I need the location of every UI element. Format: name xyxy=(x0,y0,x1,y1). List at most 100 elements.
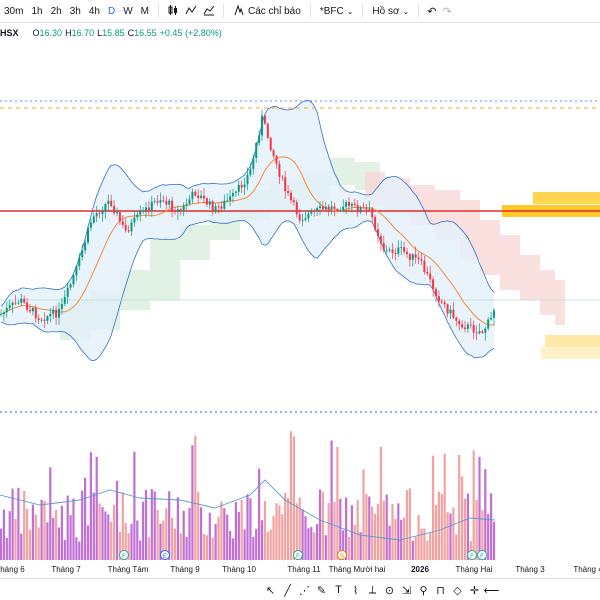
candle xyxy=(211,199,214,216)
candle xyxy=(359,205,362,214)
volume-bar xyxy=(136,520,139,560)
event-marker-letter: F xyxy=(470,554,474,560)
candle xyxy=(63,290,66,307)
volume-bar xyxy=(330,440,333,560)
timeframe-4h[interactable]: 4h xyxy=(88,5,100,17)
volume-bar xyxy=(307,528,310,560)
volume-bar xyxy=(34,514,37,560)
candle xyxy=(426,266,429,276)
candle xyxy=(217,203,220,214)
volume-bar xyxy=(156,509,159,560)
timeframe-d[interactable]: D xyxy=(107,5,116,17)
volume-bar xyxy=(417,515,420,560)
volume-bar xyxy=(171,517,174,560)
candle xyxy=(377,223,379,243)
candle xyxy=(179,207,182,216)
candle xyxy=(116,207,118,217)
close-value: C16.55 xyxy=(127,28,157,38)
volume-bar xyxy=(217,516,220,560)
undo-icon[interactable]: ↶ xyxy=(427,5,437,18)
candle xyxy=(472,320,475,340)
candle xyxy=(34,304,37,323)
cloud-segment xyxy=(555,280,565,325)
brush-icon[interactable]: ✎ xyxy=(316,584,327,597)
candle xyxy=(295,199,298,218)
timeframe-w[interactable]: W xyxy=(123,5,133,17)
compare-label: *BFC xyxy=(319,5,344,17)
timeframe-3h[interactable]: 3h xyxy=(69,5,81,17)
candle xyxy=(205,197,208,208)
compare-dropdown[interactable]: *BFC ⌄ xyxy=(316,6,358,17)
pattern-icon[interactable]: ⌇ xyxy=(352,584,359,597)
volume-bar xyxy=(229,530,232,560)
symbol-exchange[interactable]: HSX xyxy=(0,28,19,38)
event-marker-dividend[interactable]: F xyxy=(467,550,477,561)
volume-bar xyxy=(327,502,330,560)
time-axis-label: 2026 xyxy=(411,565,429,574)
volume-bar xyxy=(411,540,414,560)
candle xyxy=(487,316,490,331)
timeframe-30m[interactable]: 30m xyxy=(4,5,24,17)
demand-zone[interactable] xyxy=(545,335,600,347)
candle xyxy=(379,233,382,251)
event-marker-dividend[interactable]: F xyxy=(293,550,303,561)
candle xyxy=(72,272,75,288)
volume-bar xyxy=(391,503,394,560)
cross-icon[interactable]: ✛ xyxy=(469,584,480,597)
candle xyxy=(162,195,165,203)
trendline-icon[interactable]: ╱ xyxy=(284,584,291,597)
candle xyxy=(327,204,330,217)
profile-dropdown[interactable]: Hồ sơ ⌄ xyxy=(368,6,413,17)
low-value: L15.85 xyxy=(97,28,125,38)
volume-bar xyxy=(252,536,255,560)
volume-bar xyxy=(353,524,356,560)
volume-bar xyxy=(139,540,142,560)
measure-icon[interactable]: ⇲ xyxy=(401,584,412,597)
volume-bar xyxy=(443,453,446,560)
volume-bar xyxy=(376,503,380,560)
volume-bar xyxy=(379,446,382,560)
volume-bar xyxy=(452,507,455,560)
candle xyxy=(475,325,478,341)
candle-type-icon[interactable] xyxy=(164,4,182,19)
event-marker-earnings[interactable]: E xyxy=(160,550,170,561)
candle xyxy=(400,240,403,255)
toolbar-divider xyxy=(309,4,311,18)
ruler-icon[interactable]: ⟂ xyxy=(368,583,377,596)
volume-bar xyxy=(246,494,249,560)
moving-average xyxy=(0,156,495,326)
text-icon[interactable]: T xyxy=(335,584,342,596)
hide-icon[interactable]: ◇ xyxy=(453,584,462,597)
event-marker-split[interactable]: S xyxy=(337,550,347,561)
candle xyxy=(107,194,110,211)
area-type-icon[interactable] xyxy=(200,4,218,19)
undo-icon[interactable]: ⟵ xyxy=(483,584,500,597)
supply-zone[interactable] xyxy=(533,192,600,204)
fib-icon[interactable]: ⋰ xyxy=(299,584,310,597)
timeframe-2h[interactable]: 2h xyxy=(50,5,62,17)
event-marker-dividend[interactable]: F xyxy=(119,550,129,561)
candle xyxy=(136,210,139,220)
event-marker-dividend[interactable]: F xyxy=(477,550,487,561)
timeframe-m[interactable]: M xyxy=(140,5,149,17)
toolbar-divider xyxy=(362,4,364,18)
timeframe-1h[interactable]: 1h xyxy=(31,5,43,17)
bar-type-icon[interactable] xyxy=(182,4,200,19)
redo-icon[interactable]: ↷ xyxy=(442,5,452,18)
magnet-icon[interactable]: ⚲ xyxy=(419,584,428,597)
indicators-button[interactable]: Các chỉ báo xyxy=(229,3,305,19)
candle xyxy=(150,195,153,217)
volume-bar xyxy=(11,488,14,560)
demand-zone[interactable] xyxy=(541,347,600,359)
volume-bar xyxy=(202,534,206,560)
ma-line xyxy=(0,156,495,326)
volume-bar xyxy=(60,505,63,560)
volume-bar xyxy=(287,498,290,560)
lock-icon[interactable]: ⊓ xyxy=(436,584,445,597)
zoom-icon[interactable]: ⊙ xyxy=(384,584,395,597)
candle xyxy=(443,300,446,308)
candle xyxy=(20,293,23,307)
cursor-icon[interactable]: ↖ xyxy=(265,584,276,597)
